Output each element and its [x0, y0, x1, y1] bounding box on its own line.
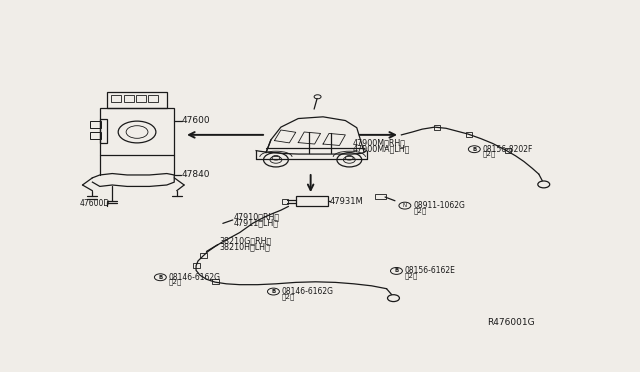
Bar	[467, 132, 472, 137]
Text: B: B	[472, 147, 476, 152]
Text: 47600: 47600	[182, 116, 211, 125]
Text: （2）: （2）	[404, 273, 418, 279]
Bar	[124, 95, 134, 102]
Text: 47900M〈RH〉: 47900M〈RH〉	[353, 138, 406, 147]
Text: 08146-6162G: 08146-6162G	[168, 273, 220, 282]
Text: B: B	[394, 269, 399, 273]
Text: 38210H〈LH〉: 38210H〈LH〉	[220, 242, 271, 251]
Text: 08146-6162G: 08146-6162G	[282, 287, 333, 296]
Bar	[282, 199, 288, 204]
Text: 47600D: 47600D	[80, 199, 110, 208]
Text: （2）: （2）	[413, 207, 427, 214]
Text: 47931M: 47931M	[330, 197, 364, 206]
Text: N: N	[403, 203, 407, 208]
Bar	[212, 279, 219, 284]
Bar	[136, 95, 146, 102]
Bar	[148, 95, 158, 102]
Text: 47911〈LH〉: 47911〈LH〉	[234, 218, 279, 227]
Bar	[375, 195, 386, 199]
Bar	[296, 196, 328, 206]
Bar	[111, 95, 121, 102]
Text: 08156-6162E: 08156-6162E	[404, 266, 455, 275]
Text: （2）: （2）	[483, 151, 496, 157]
Text: 47840: 47840	[182, 170, 210, 179]
Text: R476001G: R476001G	[486, 318, 534, 327]
Text: B: B	[158, 275, 163, 280]
Text: B: B	[271, 289, 276, 294]
Text: （2）: （2）	[168, 279, 182, 285]
Text: 08911-1062G: 08911-1062G	[413, 201, 465, 210]
Text: 08156-8202F: 08156-8202F	[483, 145, 533, 154]
Bar	[193, 263, 200, 268]
Bar	[434, 125, 440, 130]
Text: 47910〈RH〉: 47910〈RH〉	[234, 212, 280, 222]
Text: （2）: （2）	[282, 293, 295, 300]
Bar	[504, 148, 511, 153]
Bar	[200, 253, 207, 258]
Text: 38210G〈RH〉: 38210G〈RH〉	[220, 236, 272, 246]
Text: 47900MA〈LH〉: 47900MA〈LH〉	[353, 144, 410, 153]
